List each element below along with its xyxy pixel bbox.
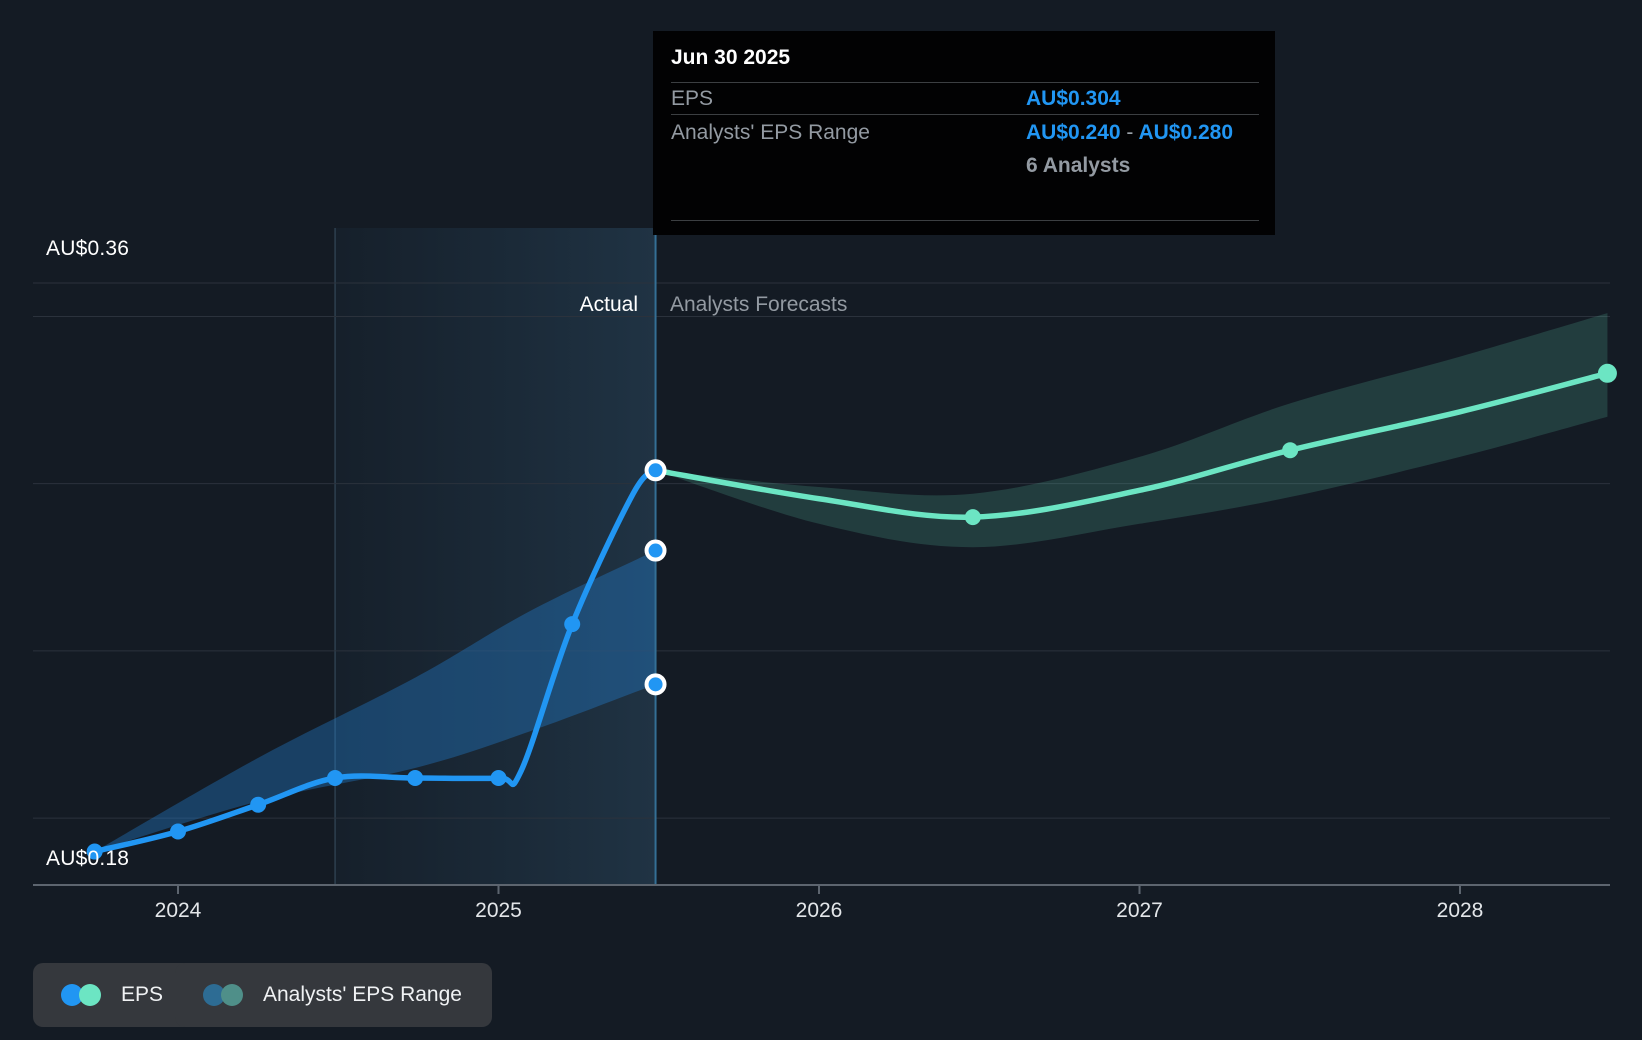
actual-section-label: Actual	[579, 293, 638, 316]
tooltip-analysts-count: 6 Analysts	[1026, 154, 1131, 177]
legend-toggle-eps[interactable]: EPS	[33, 963, 194, 1027]
range-endpoint[interactable]	[644, 673, 667, 696]
forecast-section-label: Analysts Forecasts	[670, 293, 848, 316]
x-axis-labels: 2024 2025 2026 2027 2028	[0, 899, 1642, 929]
actual-data-point[interactable]	[407, 769, 424, 786]
actual-highlighted-point[interactable]	[644, 459, 667, 482]
forecast-data-point[interactable]	[964, 509, 981, 526]
legend-series-dots-icon	[203, 983, 243, 1007]
tooltip-eps-value: AU$0.304	[1026, 87, 1121, 110]
legend-label: EPS	[121, 983, 164, 1006]
actual-data-point[interactable]	[490, 769, 507, 786]
tooltip-range-label: Analysts' EPS Range	[671, 121, 870, 144]
tooltip-date: Jun 30 2025	[671, 46, 791, 69]
x-tick-label: 2026	[795, 899, 843, 922]
tooltip-separator	[671, 114, 1259, 115]
actual-data-point[interactable]	[170, 823, 186, 840]
legend-dot-icon	[61, 984, 83, 1006]
actual-data-point[interactable]	[327, 769, 344, 786]
forecast-data-point[interactable]	[1282, 442, 1299, 459]
forecast-end-point[interactable]	[1597, 363, 1617, 383]
hover-tooltip: Jun 30 2025 EPS AU$0.304 Analysts' EPS R…	[653, 31, 1275, 235]
x-tick-label: 2025	[475, 899, 522, 922]
range-endpoint[interactable]	[644, 539, 667, 562]
actual-data-point[interactable]	[250, 796, 267, 813]
legend-series-dots-icon	[61, 983, 101, 1007]
tooltip-separator	[671, 82, 1259, 83]
tooltip-eps-label: EPS	[671, 87, 714, 110]
legend-toggle-analysts-eps-range[interactable]: Analysts' EPS Range	[175, 963, 492, 1027]
x-tick-label: 2024	[154, 899, 202, 922]
actual-data-point[interactable]	[564, 616, 581, 633]
actual-eps-line	[91, 467, 659, 855]
legend-label: Analysts' EPS Range	[263, 983, 462, 1006]
legend-dot-icon	[79, 984, 101, 1006]
forecast-eps-line	[652, 370, 1611, 520]
y-axis-label-max: AU$0.36	[46, 237, 130, 260]
tooltip-range-value: AU$0.240 - AU$0.280	[1026, 120, 1233, 146]
analysts-eps-range-actual-band	[94, 550, 656, 852]
x-tick-label: 2028	[1436, 899, 1484, 922]
analysts-eps-range-forecast-band	[655, 313, 1608, 548]
highlight-band	[335, 228, 656, 885]
legend-dot-icon	[203, 984, 225, 1006]
chart-legend: EPS Analysts' EPS Range	[0, 963, 1642, 1027]
legend-dot-icon	[221, 984, 243, 1006]
tooltip-range-dash: -	[1126, 121, 1134, 144]
y-axis-label-min: AU$0.18	[46, 847, 130, 870]
actual-data-point[interactable]	[86, 843, 103, 860]
tooltip-separator	[671, 220, 1259, 221]
x-tick-label: 2027	[1116, 899, 1163, 922]
tooltip-range-low: AU$0.240	[1026, 121, 1121, 144]
tooltip-range-high: AU$0.280	[1138, 121, 1234, 144]
